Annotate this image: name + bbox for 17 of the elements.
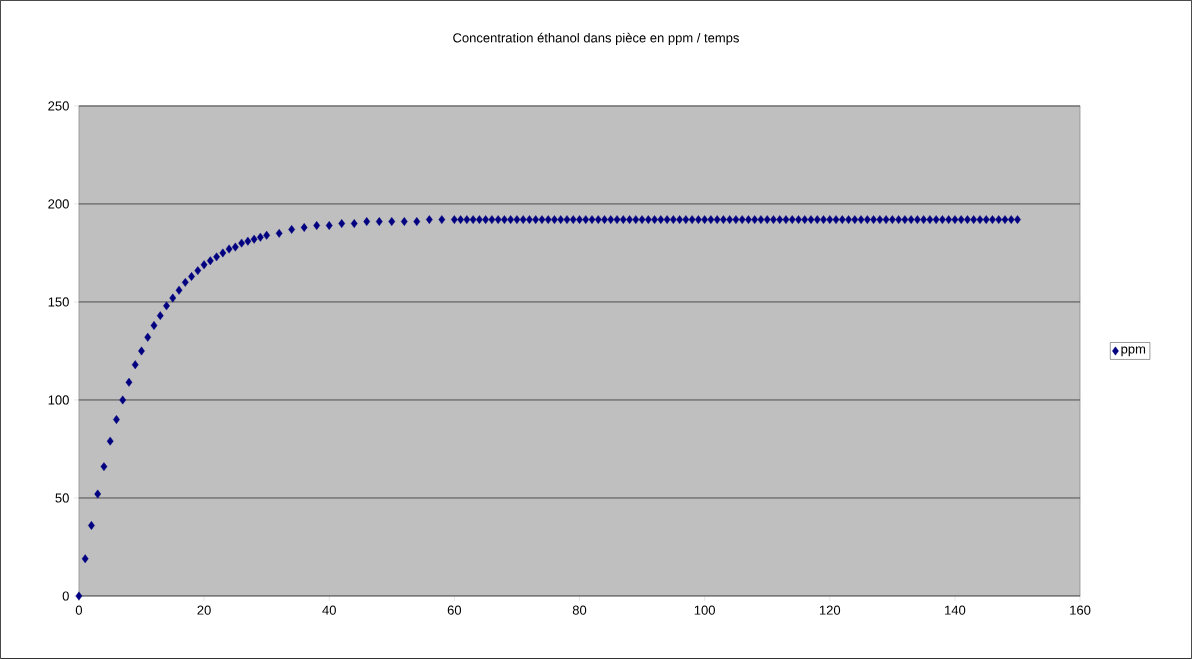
chart-title: Concentration éthanol dans pièce en ppm / temps bbox=[453, 32, 739, 46]
x-tick-label: 60 bbox=[447, 605, 462, 615]
x-tick-label: 120 bbox=[819, 605, 841, 615]
y-tick-label: 250 bbox=[48, 101, 69, 111]
legend-label: ppm bbox=[1121, 346, 1146, 357]
x-tick-label: 140 bbox=[945, 605, 966, 615]
y-tick-label: 200 bbox=[48, 199, 69, 209]
y-tick-label: 50 bbox=[55, 493, 69, 503]
y-tick-label: 0 bbox=[62, 591, 69, 601]
x-tick-label: 20 bbox=[197, 605, 211, 615]
y-tick-label: 100 bbox=[48, 395, 69, 405]
x-tick-label: 0 bbox=[75, 605, 83, 615]
x-tick-label: 40 bbox=[322, 605, 336, 615]
x-tick-label: 100 bbox=[694, 605, 715, 615]
y-tick-label: 150 bbox=[48, 297, 69, 307]
x-tick-label: 160 bbox=[1070, 605, 1091, 615]
x-tick-label: 80 bbox=[572, 605, 587, 615]
